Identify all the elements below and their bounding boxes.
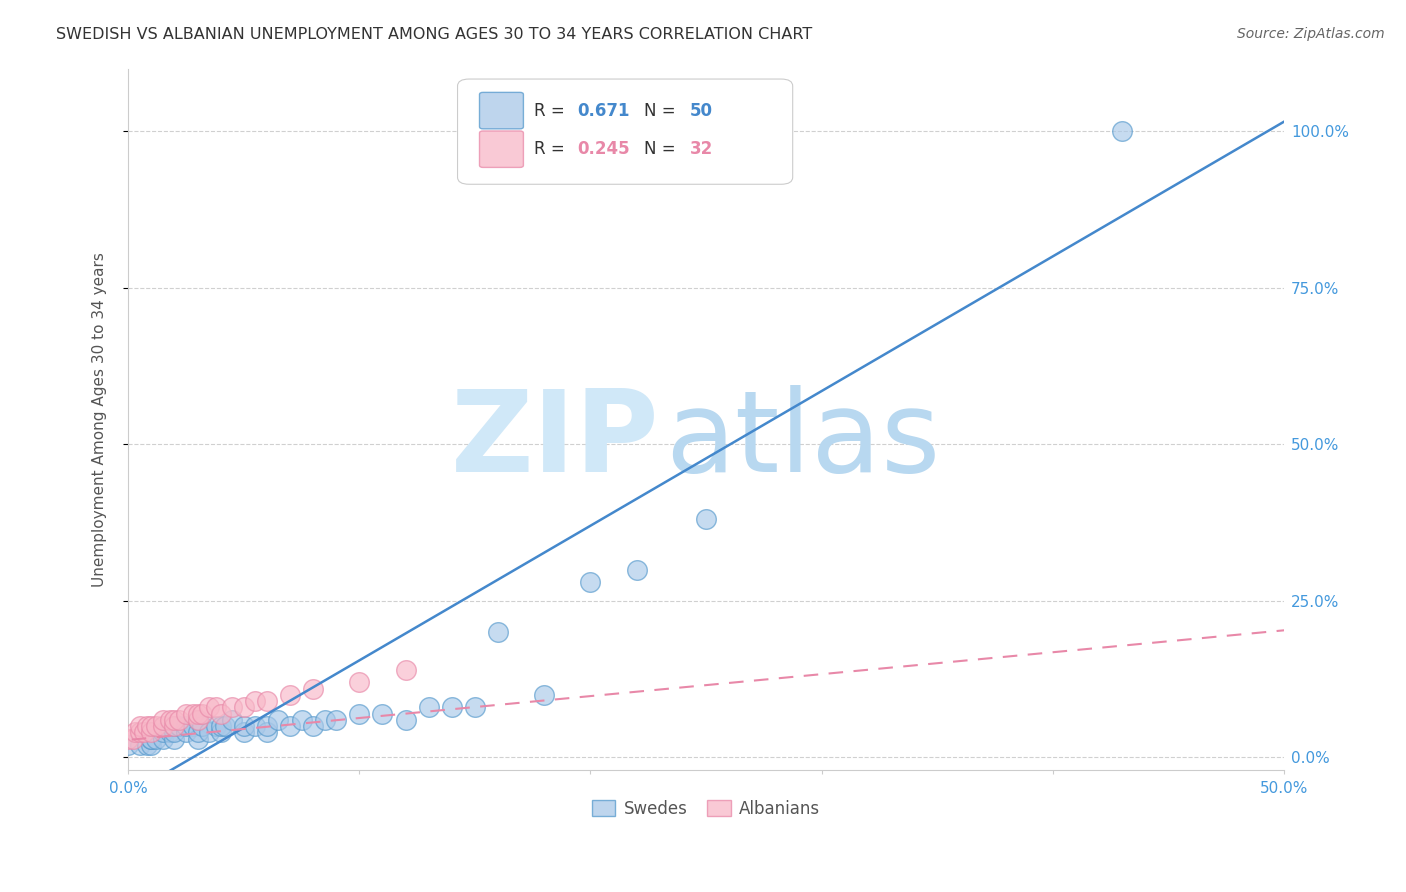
Point — [117, 731, 139, 746]
Point — [394, 713, 416, 727]
Point — [232, 700, 254, 714]
Text: N =: N = — [644, 140, 681, 158]
Point — [163, 731, 186, 746]
Point — [191, 719, 214, 733]
Point — [232, 719, 254, 733]
Point — [290, 713, 312, 727]
Point — [349, 675, 371, 690]
Point — [186, 731, 208, 746]
Point — [159, 713, 181, 727]
Point — [121, 731, 143, 746]
Text: N =: N = — [644, 102, 681, 120]
Point — [695, 512, 717, 526]
Point — [186, 713, 208, 727]
Point — [314, 713, 336, 727]
Text: 0.245: 0.245 — [578, 140, 630, 158]
Point — [134, 725, 156, 739]
Point — [256, 694, 278, 708]
Point — [302, 681, 325, 696]
Point — [145, 719, 167, 733]
Point — [152, 731, 174, 746]
FancyBboxPatch shape — [479, 93, 523, 128]
Point — [167, 719, 190, 733]
Point — [198, 700, 221, 714]
Point — [579, 575, 602, 590]
Y-axis label: Unemployment Among Ages 30 to 34 years: Unemployment Among Ages 30 to 34 years — [93, 252, 107, 587]
Point — [209, 719, 232, 733]
Point — [141, 731, 163, 746]
Point — [440, 700, 463, 714]
Point — [245, 719, 267, 733]
Point — [278, 688, 301, 702]
Point — [209, 725, 232, 739]
Point — [325, 713, 347, 727]
Point — [1111, 124, 1133, 138]
Point — [152, 719, 174, 733]
Point — [141, 731, 163, 746]
Point — [174, 719, 197, 733]
Point — [278, 719, 301, 733]
Point — [159, 725, 181, 739]
Point — [486, 625, 509, 640]
Point — [163, 713, 186, 727]
Point — [221, 700, 243, 714]
Text: atlas: atlas — [665, 384, 941, 496]
Point — [128, 738, 150, 752]
Point — [245, 694, 267, 708]
Point — [256, 725, 278, 739]
Point — [626, 563, 648, 577]
Point — [124, 725, 146, 739]
Point — [163, 725, 186, 739]
Point — [267, 713, 290, 727]
Text: 0.671: 0.671 — [578, 102, 630, 120]
FancyBboxPatch shape — [479, 131, 523, 168]
Point — [152, 713, 174, 727]
Point — [214, 719, 236, 733]
Point — [186, 725, 208, 739]
Point — [209, 706, 232, 721]
Point — [152, 725, 174, 739]
Point — [174, 706, 197, 721]
Text: R =: R = — [534, 140, 569, 158]
Text: 32: 32 — [690, 140, 713, 158]
Point — [232, 725, 254, 739]
Point — [128, 719, 150, 733]
FancyBboxPatch shape — [457, 79, 793, 185]
Text: Source: ZipAtlas.com: Source: ZipAtlas.com — [1237, 27, 1385, 41]
Point — [141, 725, 163, 739]
Point — [186, 713, 208, 727]
Point — [371, 706, 394, 721]
Point — [349, 706, 371, 721]
Point — [198, 725, 221, 739]
Point — [302, 719, 325, 733]
Legend: Swedes, Albanians: Swedes, Albanians — [585, 794, 827, 825]
Point — [256, 719, 278, 733]
Point — [117, 738, 139, 752]
Point — [135, 719, 157, 733]
Point — [221, 713, 243, 727]
Text: SWEDISH VS ALBANIAN UNEMPLOYMENT AMONG AGES 30 TO 34 YEARS CORRELATION CHART: SWEDISH VS ALBANIAN UNEMPLOYMENT AMONG A… — [56, 27, 813, 42]
Point — [141, 719, 163, 733]
Text: 50: 50 — [690, 102, 713, 120]
Point — [163, 719, 186, 733]
Point — [205, 700, 228, 714]
Text: ZIP: ZIP — [451, 384, 659, 496]
Text: R =: R = — [534, 102, 569, 120]
Point — [533, 688, 555, 702]
Point — [167, 713, 190, 727]
Point — [181, 706, 204, 721]
Point — [135, 738, 157, 752]
Point — [163, 719, 186, 733]
Point — [418, 700, 440, 714]
Point — [205, 719, 228, 733]
Point — [181, 719, 204, 733]
Point — [464, 700, 486, 714]
Point — [128, 725, 150, 739]
Point — [174, 725, 197, 739]
Point — [394, 663, 416, 677]
Point — [145, 731, 167, 746]
Point — [186, 706, 208, 721]
Point — [141, 738, 163, 752]
Point — [191, 706, 214, 721]
